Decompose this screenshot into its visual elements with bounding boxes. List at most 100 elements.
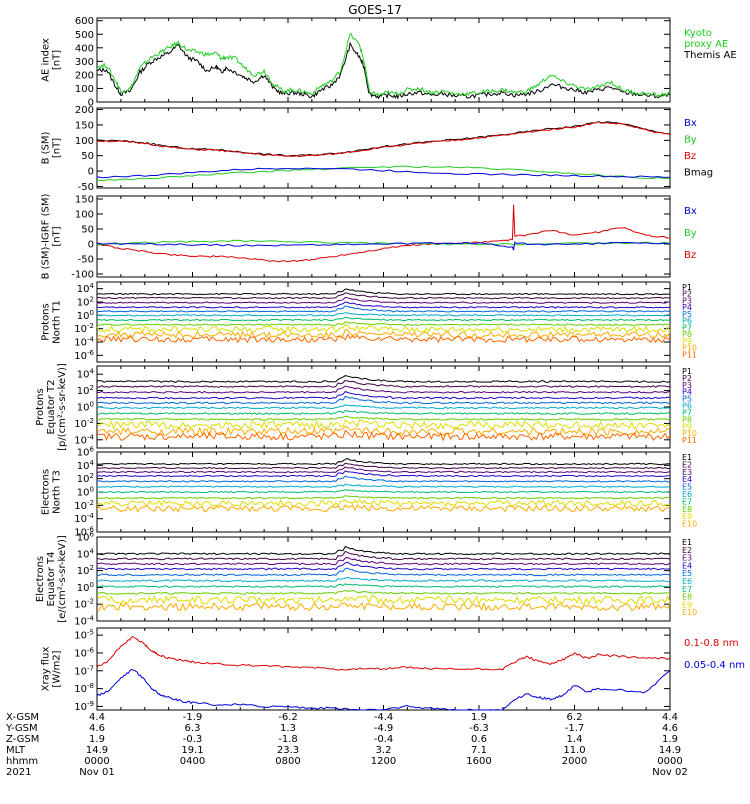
footer-value: 23.3	[277, 745, 299, 756]
footer-value: 1.4	[567, 734, 583, 745]
panel-ylabel: ElectronsNorth T3	[41, 469, 63, 515]
ytick-label: 200	[75, 70, 94, 81]
ytick-label: 0	[88, 240, 94, 251]
channel-line-e3	[96, 556, 671, 566]
ytick-label: 400	[75, 43, 94, 54]
ytick-label: 10-6	[74, 646, 94, 659]
legend-entry: E10	[682, 608, 697, 617]
footer-value: -6.3	[469, 723, 489, 734]
legend-entry: E4	[682, 561, 692, 570]
channel-line-p4	[96, 391, 671, 400]
legend-entry: E3	[682, 554, 692, 563]
ytick-label: 100	[77, 401, 94, 414]
legend-entry: E7	[682, 497, 692, 506]
panel-bsm	[96, 107, 671, 189]
ytick-label: 10-2	[74, 499, 94, 512]
legend-entry: P9	[682, 422, 692, 431]
legend-entry: Bmag	[684, 168, 713, 179]
footer-value: 4.4	[662, 712, 678, 723]
footer-value: 0000	[84, 756, 109, 767]
channel-line-e4	[96, 470, 671, 478]
ytick-label: 200	[75, 105, 94, 116]
footer-value: 0400	[180, 756, 205, 767]
channel-line-p9	[96, 419, 671, 430]
footer-value: 1.9	[471, 712, 487, 723]
channel-line-p6	[96, 312, 671, 317]
ytick-label: 10-4	[74, 336, 94, 349]
legend-entry: 0.1-0.8 nm	[684, 638, 739, 649]
legend-entry: E5	[682, 569, 692, 578]
legend-entry: E3	[682, 468, 692, 477]
ytick-label: 100	[77, 309, 94, 322]
ytick-label: 10-9	[74, 700, 94, 713]
footer-value: 1.9	[662, 734, 678, 745]
footer-row-label: MLT	[6, 745, 26, 756]
ytick-label: 104	[77, 282, 95, 295]
legend-entry: P3	[682, 296, 692, 305]
footer-value: -0.3	[183, 734, 203, 745]
series-line-by	[96, 165, 671, 182]
channel-line-e9	[96, 499, 671, 508]
footer-value: -1.9	[183, 712, 203, 723]
channel-line-p3	[97, 385, 671, 394]
panel-frame	[96, 195, 671, 278]
legend-entry: E8	[682, 505, 692, 514]
legend-entry: Bx	[684, 118, 697, 129]
legend-entry: P3	[682, 381, 692, 390]
footer-value: -4.4	[374, 712, 394, 723]
footer-row-label: X-GSM	[6, 712, 39, 723]
channel-line-p11	[96, 429, 671, 442]
panel-ylabel: B (SM)-IGRF (SM)[nT]	[41, 194, 63, 280]
channel-line-p8	[96, 415, 671, 421]
legend-entry: Bz	[684, 250, 696, 261]
series-line-bz	[96, 204, 670, 263]
ytick-label: 100	[77, 486, 94, 499]
footer-value: Nov 02	[652, 767, 687, 778]
footer-value: 7.1	[471, 745, 487, 756]
panel-ae	[96, 17, 671, 103]
footer-value: 6.3	[185, 723, 201, 734]
ytick-label: -50	[78, 255, 94, 266]
footer-value: 4.6	[662, 723, 678, 734]
ytick-label: -100	[71, 270, 94, 281]
series-line-bz	[97, 121, 671, 158]
footer-value: -0.4	[374, 734, 394, 745]
footer-value: 4.6	[89, 723, 105, 734]
channel-line-p10	[96, 425, 671, 437]
legend-entry: Bx	[684, 206, 697, 217]
series-line-bmag	[96, 120, 671, 157]
footer-value: 0.6	[471, 734, 487, 745]
channel-line-e8	[96, 589, 671, 595]
ytick-label: 104	[77, 547, 95, 560]
footer-value: 1.9	[89, 734, 105, 745]
legend-entry: P7	[682, 408, 692, 417]
ytick-label: 100	[77, 581, 94, 594]
panel-xray	[96, 627, 671, 711]
channel-line-e1	[96, 545, 671, 556]
legend-entry: Kyoto proxy AE	[684, 28, 728, 50]
legend-entry: P11	[682, 350, 697, 359]
legend-entry: E6	[682, 490, 692, 499]
panel-ylabel: ProtonsNorth T1	[41, 300, 63, 344]
footer-row-label: Z-GSM	[6, 734, 39, 745]
ytick-label: 10-2	[74, 417, 94, 430]
ytick-label: 150	[75, 195, 94, 206]
ytick-label: 100	[75, 136, 94, 147]
channel-line-p7	[96, 316, 671, 322]
ytick-label: 104	[77, 368, 95, 381]
series-line-bx	[96, 241, 671, 251]
ytick-label: 102	[77, 472, 94, 485]
legend-entry: E9	[682, 512, 692, 521]
legend-entry: P5	[682, 395, 692, 404]
legend-entry: P5	[682, 310, 692, 319]
legend-entry: E8	[682, 593, 692, 602]
series-line-0-1-0-8-nm	[96, 635, 671, 671]
channel-line-p8	[96, 321, 671, 326]
legend-entry: E9	[682, 600, 692, 609]
ytick-label: 106	[77, 531, 95, 544]
legend-entry: 0.05-0.4 nm	[684, 660, 745, 671]
footer-value: 1.3	[280, 723, 296, 734]
